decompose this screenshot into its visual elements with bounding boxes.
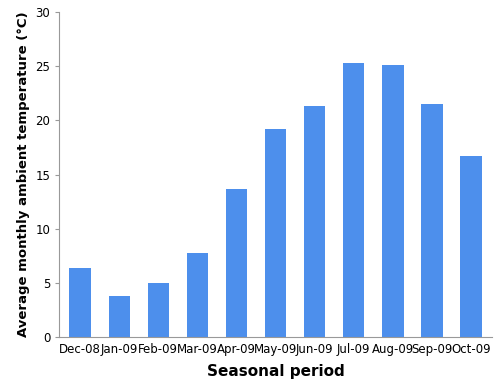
Bar <box>70 268 91 337</box>
Bar <box>421 104 442 337</box>
Bar <box>148 283 169 337</box>
Bar <box>108 296 130 337</box>
Bar <box>304 106 326 337</box>
X-axis label: Seasonal period: Seasonal period <box>206 364 344 379</box>
Bar <box>460 156 481 337</box>
Bar <box>265 129 286 337</box>
Bar <box>186 252 208 337</box>
Bar <box>382 65 404 337</box>
Bar <box>226 189 247 337</box>
Bar <box>343 63 364 337</box>
Y-axis label: Average monthly ambient temperature (°C): Average monthly ambient temperature (°C) <box>17 12 30 337</box>
